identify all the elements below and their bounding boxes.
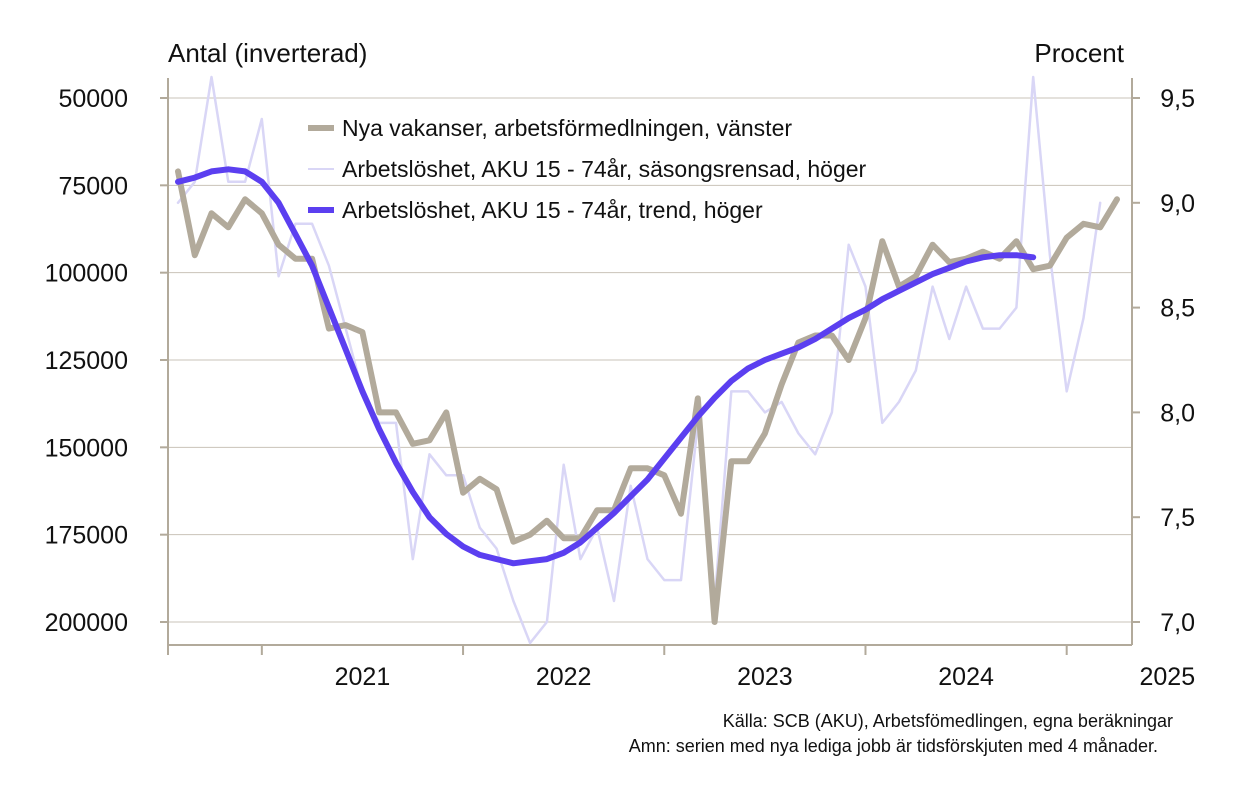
left-axis-title: Antal (inverterad) (168, 38, 367, 68)
gridlines (168, 97, 1132, 623)
source-note: Källa: SCB (AKU), Arbetsfömedlingen, egn… (723, 711, 1173, 731)
right-tick-label: 8,0 (1160, 399, 1195, 427)
footnote: Amn: serien med nya lediga jobb är tidsf… (629, 736, 1158, 756)
series-layer (175, 75, 1120, 645)
legend: Nya vakanser, arbetsförmedlningen, vänst… (308, 115, 867, 223)
x-tick-label: 2025 (1139, 663, 1195, 691)
x-tick-label: 2024 (938, 663, 994, 691)
right-tick-label: 9,5 (1160, 85, 1195, 113)
x-ticks: 2021 2022 2023 2024 2025 (167, 645, 1195, 691)
right-tick-label: 7,0 (1160, 609, 1195, 637)
series-line-1 (176, 75, 1102, 645)
legend-label-trend: Arbetslöshet, AKU 15 - 74år, trend, höge… (342, 197, 763, 223)
right-axis-title: Procent (1034, 38, 1124, 68)
axes (167, 78, 1133, 646)
left-tick-label: 75000 (58, 172, 128, 200)
right-tick-label: 7,5 (1160, 504, 1195, 532)
left-ticks: 50000 75000 100000 125000 150000 175000 200000 (45, 85, 168, 637)
x-tick-label: 2021 (335, 663, 391, 691)
legend-label-sasong: Arbetslöshet, AKU 15 - 74år, säsongsrens… (342, 156, 867, 182)
right-tick-label: 8,5 (1160, 295, 1195, 323)
left-tick-label: 50000 (58, 85, 128, 113)
legend-label-vakanser: Nya vakanser, arbetsförmedlningen, vänst… (342, 115, 792, 141)
left-tick-label: 200000 (45, 609, 128, 637)
left-tick-label: 125000 (45, 347, 128, 375)
x-tick-label: 2023 (737, 663, 793, 691)
right-tick-label: 9,0 (1160, 190, 1195, 218)
series-line-2 (175, 166, 1037, 567)
right-ticks: 7,0 7,5 8,0 8,5 9,0 9,5 (1132, 85, 1195, 637)
x-tick-label: 2022 (536, 663, 592, 691)
left-tick-label: 150000 (45, 434, 128, 462)
left-tick-label: 175000 (45, 522, 128, 550)
left-tick-label: 100000 (45, 260, 128, 288)
